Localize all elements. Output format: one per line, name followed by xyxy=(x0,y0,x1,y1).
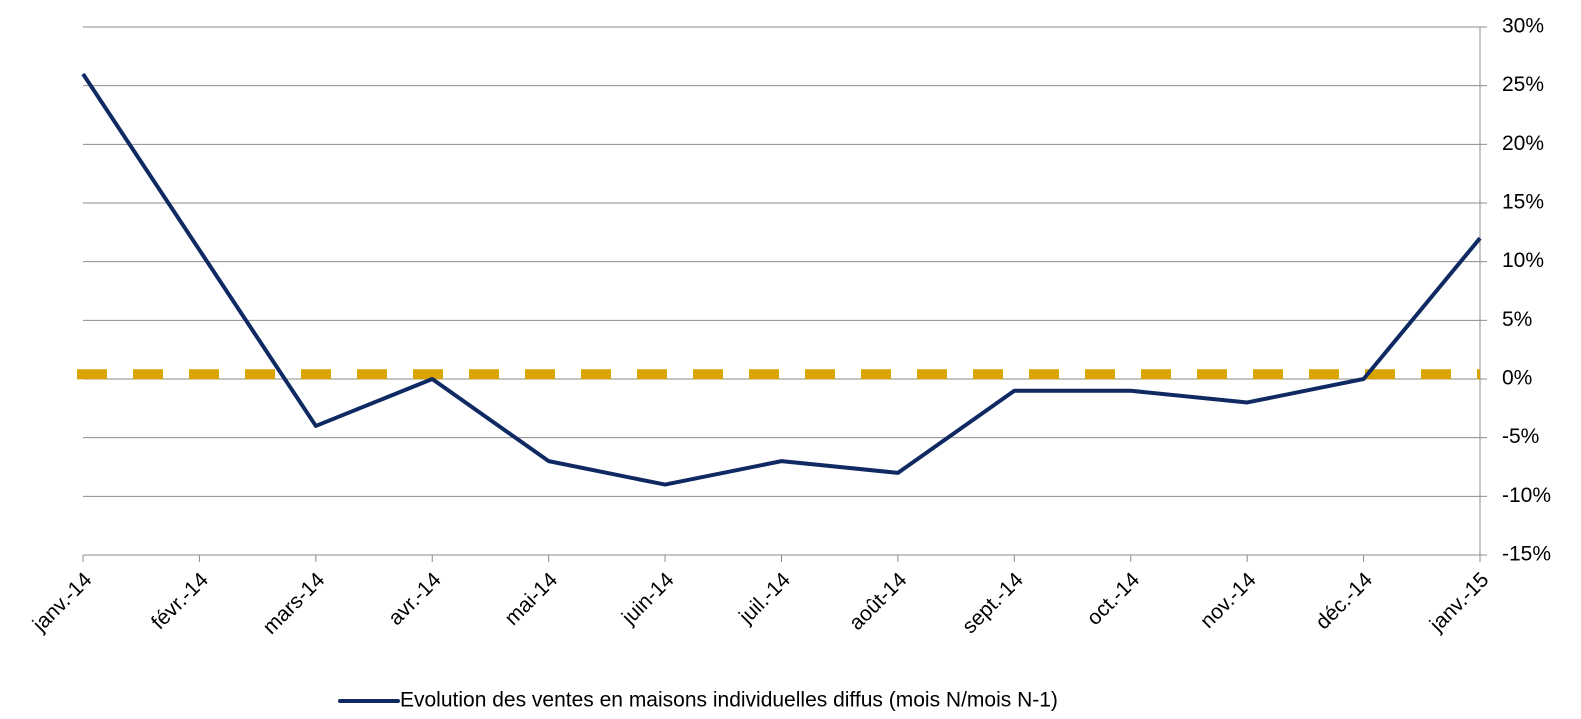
x-tick-label: août-14 xyxy=(845,568,912,635)
y-tick-label: 15% xyxy=(1502,191,1544,214)
y-tick-label: 20% xyxy=(1502,132,1544,155)
y-tick-label: 30% xyxy=(1502,15,1544,38)
x-tick-label: janv.-14 xyxy=(28,568,97,637)
y-tick-label: 5% xyxy=(1502,308,1532,331)
x-tick-label: juin-14 xyxy=(617,568,679,630)
x-tick-label: nov.-14 xyxy=(1196,568,1261,633)
y-tick-label: -10% xyxy=(1502,484,1551,507)
x-tick-label: mars-14 xyxy=(259,568,330,639)
x-tick-label: juil.-14 xyxy=(734,568,795,629)
y-tick-label: -5% xyxy=(1502,425,1539,448)
y-tick-label: 10% xyxy=(1502,249,1544,272)
y-tick-label: 0% xyxy=(1502,367,1532,390)
series-line xyxy=(81,72,1482,487)
x-tick-label: oct.-14 xyxy=(1083,568,1145,630)
y-tick-label: -15% xyxy=(1502,543,1551,566)
x-tick-label: févr.-14 xyxy=(147,568,213,634)
x-tick-label: janv.-15 xyxy=(1425,568,1494,637)
x-tick-label: mai-14 xyxy=(500,568,562,630)
y-tick-label: 25% xyxy=(1502,73,1544,96)
x-tick-label: déc.-14 xyxy=(1311,568,1377,634)
x-tick-label: sept.-14 xyxy=(958,568,1028,638)
x-tick-label: avr.-14 xyxy=(384,568,446,630)
legend-label: Evolution des ventes en maisons individu… xyxy=(400,689,1058,712)
